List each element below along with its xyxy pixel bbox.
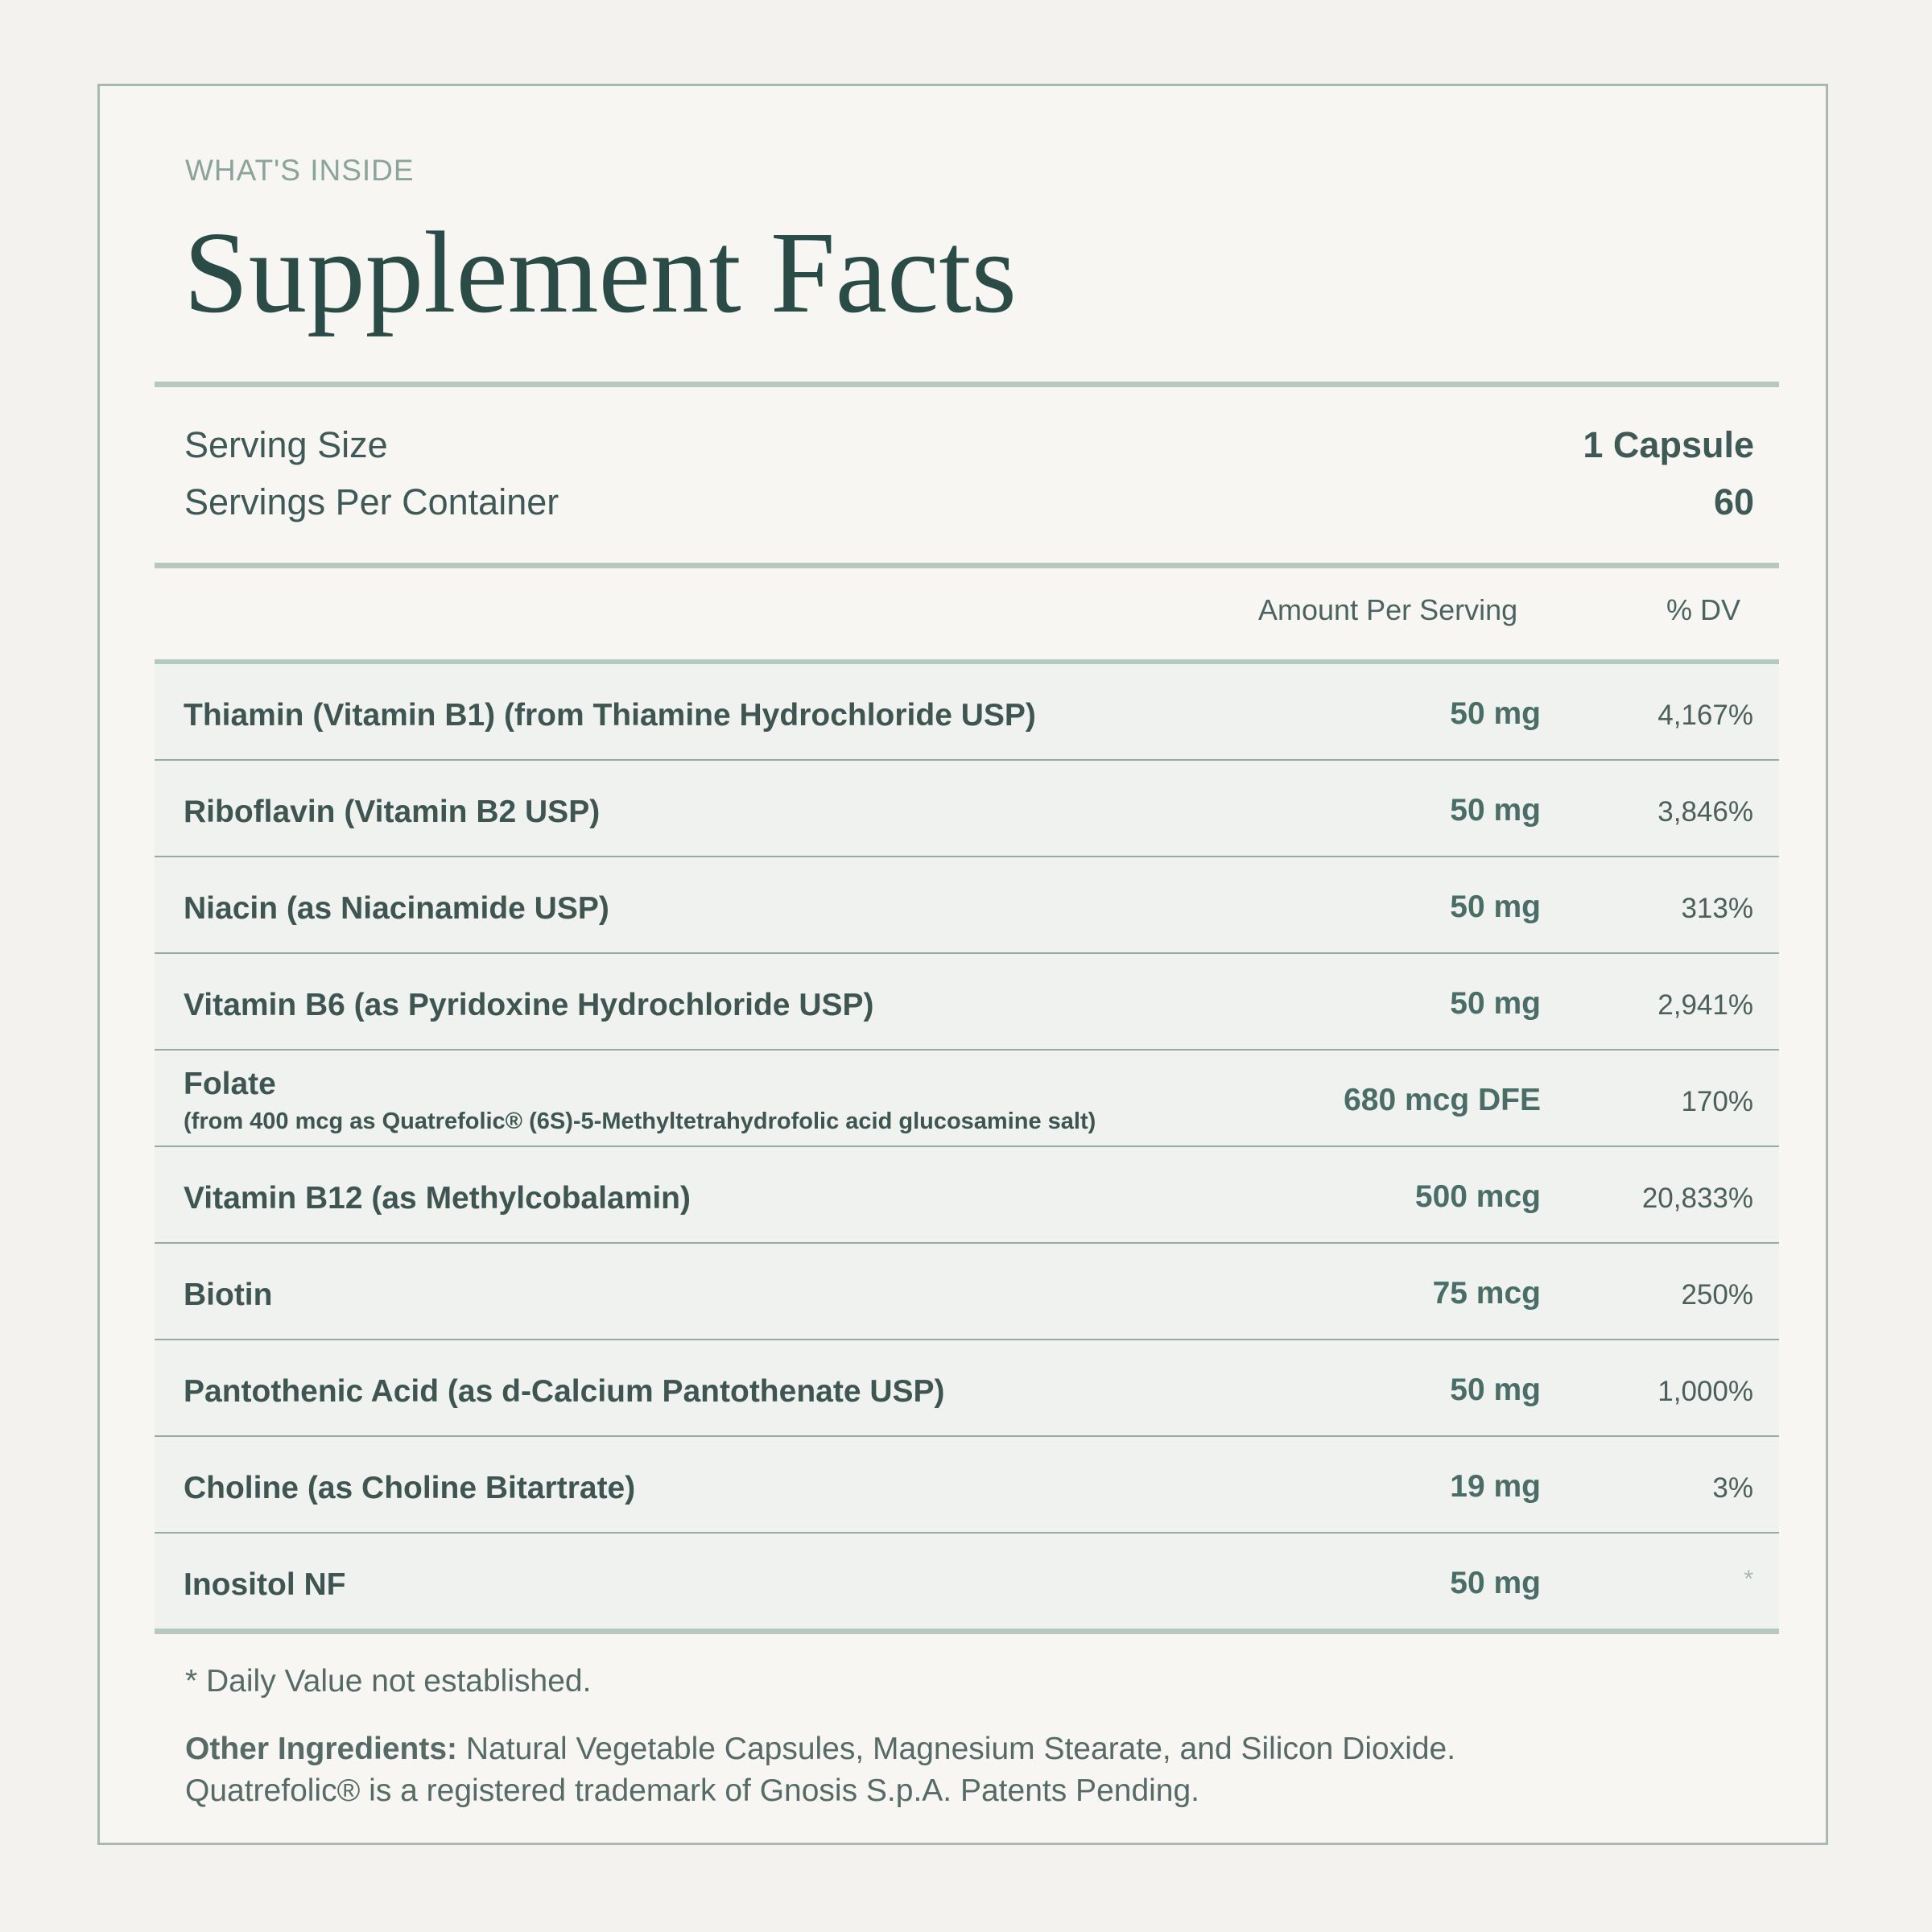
nutrient-name: Pantothenic Acid (as d-Calcium Pantothen… [184,1374,945,1409]
servings-per-container-label: Servings Per Container [184,481,559,522]
nutrient-dv: 4,167% [1657,700,1753,731]
nutrient-amount: 75 mcg [1432,1276,1541,1311]
nutrient-dv: 170% [1681,1086,1753,1117]
table-row: Riboflavin (Vitamin B2 USP) 50 mg 3,846% [155,761,1779,857]
table-row: Vitamin B6 (as Pyridoxine Hydrochloride … [155,954,1779,1051]
servings-per-container-value: 60 [1713,481,1754,522]
other-ingredients-text: Natural Vegetable Capsules, Magnesium St… [457,1732,1456,1766]
bottom-divider [155,1629,1779,1634]
table-row: Inositol NF 50 mg * [155,1534,1779,1630]
nutrient-amount: 50 mg [1450,696,1541,731]
nutrient-name: Folate [184,1067,276,1101]
nutrient-table: Thiamin (Vitamin B1) (from Thiamine Hydr… [155,664,1779,1630]
nutrient-name: Niacin (as Niacinamide USP) [184,891,609,926]
dv-column-header: % DV [1666,593,1741,626]
nutrient-amount: 680 mcg DFE [1344,1083,1541,1117]
top-divider [155,382,1779,387]
nutrient-name-block: Folate (from 400 mcg as Quatrefolic® (6S… [184,1067,1096,1135]
table-row: Pantothenic Acid (as d-Calcium Pantothen… [155,1340,1779,1437]
table-row: Vitamin B12 (as Methylcobalamin) 500 mcg… [155,1147,1779,1244]
nutrient-dv: 3% [1712,1472,1753,1504]
nutrient-dv: 1,000% [1657,1376,1753,1407]
nutrient-name: Vitamin B6 (as Pyridoxine Hydrochloride … [184,988,874,1022]
nutrient-amount: 19 mg [1450,1469,1541,1504]
other-ingredients: Other Ingredients: Natural Vegetable Cap… [185,1728,1715,1812]
other-ingredients-label: Other Ingredients: [185,1732,458,1766]
nutrient-dv: 313% [1681,893,1753,924]
nutrient-name: Biotin [184,1278,273,1312]
nutrient-dv: 3,846% [1657,796,1753,828]
table-row: Biotin 75 mcg 250% [155,1244,1779,1340]
serving-size-label: Serving Size [184,424,388,465]
nutrient-amount: 50 mg [1450,1373,1541,1407]
nutrient-name: Vitamin B12 (as Methylcobalamin) [184,1181,691,1216]
trademark-notice: Quatrefolic® is a registered trademark o… [185,1773,1200,1808]
table-row: Folate (from 400 mcg as Quatrefolic® (6S… [155,1051,1779,1147]
serving-size-row: Serving Size 1 Capsule [184,424,1754,466]
nutrient-amount: 500 mcg [1414,1179,1541,1214]
nutrient-dv: * [1744,1566,1753,1592]
serving-size-value: 1 Capsule [1583,424,1754,465]
nutrient-dv: 20,833% [1641,1183,1753,1214]
nutrient-name: Inositol NF [184,1567,346,1602]
nutrient-amount: 50 mg [1450,793,1541,828]
nutrient-amount: 50 mg [1450,986,1541,1021]
section-eyebrow: WHAT'S INSIDE [185,154,415,187]
nutrient-name: Riboflavin (Vitamin B2 USP) [184,795,601,829]
nutrient-name: Thiamin (Vitamin B1) (from Thiamine Hydr… [184,698,1036,733]
supplement-facts-card: WHAT'S INSIDE Supplement Facts Serving S… [97,84,1828,1845]
table-row: Thiamin (Vitamin B1) (from Thiamine Hydr… [155,664,1779,761]
nutrient-subtext: (from 400 mcg as Quatrefolic® (6S)-5-Met… [184,1108,1096,1134]
nutrient-dv: 2,941% [1657,989,1753,1021]
daily-value-footnote: * Daily Value not established. [185,1664,592,1699]
page-title: Supplement Facts [184,208,1018,337]
amount-column-header: Amount Per Serving [1258,593,1518,626]
servings-per-container-row: Servings Per Container 60 [184,481,1754,523]
nutrient-amount: 50 mg [1450,1566,1541,1600]
nutrient-dv: 250% [1681,1279,1753,1311]
table-row: Choline (as Choline Bitartrate) 19 mg 3% [155,1437,1779,1534]
serving-divider [155,563,1779,568]
header-divider [155,659,1779,665]
nutrient-amount: 50 mg [1450,890,1541,924]
table-row: Niacin (as Niacinamide USP) 50 mg 313% [155,857,1779,954]
nutrient-name: Choline (as Choline Bitartrate) [184,1471,636,1505]
